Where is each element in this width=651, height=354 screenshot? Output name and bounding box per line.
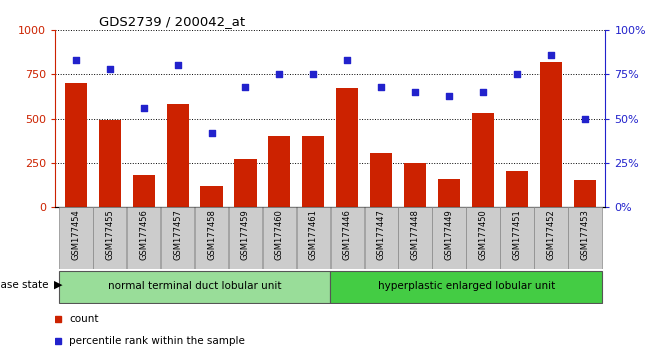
- Point: [173, 63, 183, 68]
- Bar: [330, 271, 602, 303]
- Text: GSM177458: GSM177458: [207, 209, 216, 260]
- Text: count: count: [69, 314, 98, 324]
- Text: GSM177450: GSM177450: [478, 209, 488, 260]
- Point: [512, 72, 522, 77]
- Bar: [59, 207, 92, 269]
- Text: ▶: ▶: [54, 280, 62, 290]
- Text: percentile rank within the sample: percentile rank within the sample: [69, 336, 245, 346]
- Point: [274, 72, 284, 77]
- Bar: [268, 136, 290, 207]
- Bar: [370, 153, 393, 207]
- Bar: [93, 207, 126, 269]
- Bar: [466, 207, 500, 269]
- Bar: [404, 163, 426, 207]
- Point: [478, 89, 488, 95]
- Bar: [127, 207, 160, 269]
- Text: GSM177446: GSM177446: [343, 209, 352, 260]
- Text: GSM177447: GSM177447: [377, 209, 386, 260]
- Text: GSM177453: GSM177453: [581, 209, 590, 260]
- Point: [240, 84, 251, 90]
- Bar: [568, 207, 602, 269]
- Text: GSM177457: GSM177457: [173, 209, 182, 260]
- Text: GSM177449: GSM177449: [445, 209, 454, 260]
- Bar: [302, 136, 324, 207]
- Text: GSM177452: GSM177452: [547, 209, 555, 260]
- Point: [444, 93, 454, 98]
- Bar: [234, 159, 256, 207]
- Bar: [161, 207, 195, 269]
- Text: GSM177454: GSM177454: [71, 209, 80, 260]
- Point: [308, 72, 318, 77]
- Text: GSM177459: GSM177459: [241, 209, 250, 260]
- Bar: [133, 175, 155, 207]
- Text: disease state: disease state: [0, 280, 49, 290]
- Bar: [438, 179, 460, 207]
- Bar: [472, 113, 494, 207]
- Bar: [331, 207, 364, 269]
- Text: GSM177448: GSM177448: [411, 209, 420, 260]
- Bar: [337, 88, 359, 207]
- Bar: [297, 207, 330, 269]
- Bar: [398, 207, 432, 269]
- Bar: [99, 120, 120, 207]
- Point: [546, 52, 557, 58]
- Text: GSM177460: GSM177460: [275, 209, 284, 260]
- Bar: [501, 207, 534, 269]
- Bar: [262, 207, 296, 269]
- Point: [139, 105, 149, 111]
- Text: GSM177455: GSM177455: [105, 209, 114, 260]
- Bar: [540, 62, 562, 207]
- Bar: [201, 186, 223, 207]
- Point: [104, 66, 115, 72]
- Bar: [195, 207, 229, 269]
- Text: GSM177461: GSM177461: [309, 209, 318, 260]
- Text: normal terminal duct lobular unit: normal terminal duct lobular unit: [108, 281, 281, 291]
- Bar: [534, 207, 568, 269]
- Text: hyperplastic enlarged lobular unit: hyperplastic enlarged lobular unit: [378, 281, 555, 291]
- Point: [70, 57, 81, 63]
- Bar: [59, 271, 330, 303]
- Bar: [574, 180, 596, 207]
- Bar: [432, 207, 466, 269]
- Point: [376, 84, 387, 90]
- Point: [206, 130, 217, 136]
- Bar: [506, 171, 528, 207]
- Bar: [167, 104, 189, 207]
- Point: [342, 57, 353, 63]
- Point: [580, 116, 590, 121]
- Bar: [365, 207, 398, 269]
- Bar: [229, 207, 262, 269]
- Text: GSM177456: GSM177456: [139, 209, 148, 260]
- Bar: [64, 83, 87, 207]
- Text: GDS2739 / 200042_at: GDS2739 / 200042_at: [100, 15, 245, 28]
- Text: GSM177451: GSM177451: [512, 209, 521, 260]
- Point: [410, 89, 421, 95]
